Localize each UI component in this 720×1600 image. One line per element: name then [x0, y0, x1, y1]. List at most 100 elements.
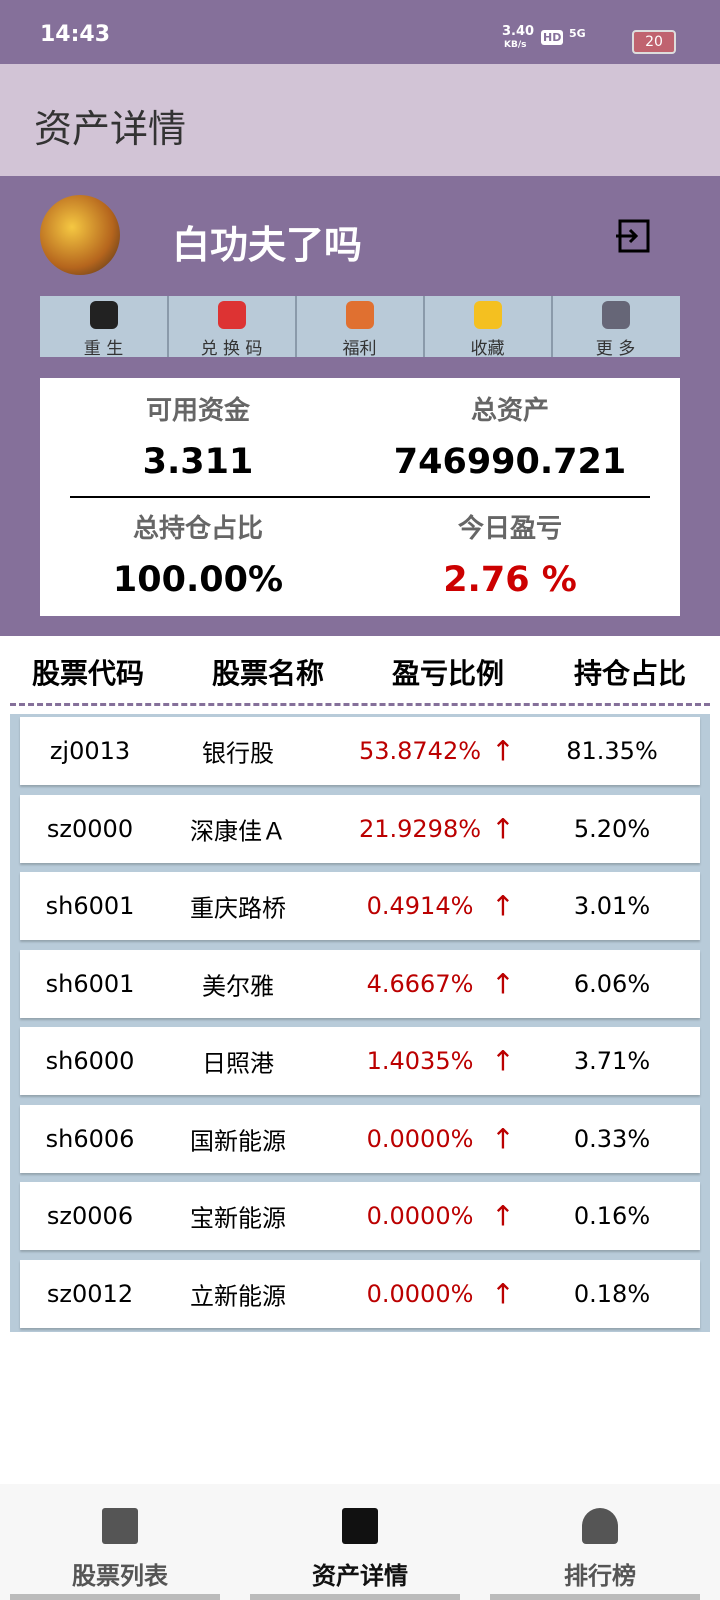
- menu-icon: [218, 301, 246, 329]
- time: 14:43: [40, 22, 111, 47]
- stat-label: 总持仓占比: [132, 514, 264, 544]
- trend-arrow: ↑: [491, 1199, 515, 1233]
- nav-item[interactable]: 股票列表: [10, 1484, 230, 1600]
- nav-icon: [582, 1508, 618, 1544]
- menu-item[interactable]: 重 生: [40, 296, 169, 359]
- nav-icon: [102, 1508, 138, 1544]
- holding-ratio: 0.18%: [573, 1279, 651, 1308]
- username: 白功夫了吗: [172, 223, 363, 267]
- menu-label: 福利: [342, 339, 377, 359]
- stat-label: 总资产: [470, 396, 550, 426]
- table-row[interactable]: sh6006 国新能源 0.0000% ↑ 0.33%: [20, 1104, 700, 1173]
- profit-ratio: 4.6667%: [366, 969, 474, 998]
- divider: [10, 703, 710, 706]
- stat-value: 3.311: [142, 442, 254, 482]
- stat-value: 746990.721: [393, 442, 627, 482]
- avatar: [40, 195, 120, 275]
- stock-name: 立新能源: [190, 1282, 286, 1310]
- nav-label: 股票列表: [72, 1562, 168, 1590]
- stock-code: sh6006: [45, 1124, 135, 1153]
- table-row[interactable]: sz0000 深康佳Ａ 21.9298% ↑ 5.20%: [20, 794, 700, 863]
- table-row[interactable]: sz0012 立新能源 0.0000% ↑ 0.18%: [20, 1259, 700, 1328]
- divider: [70, 496, 650, 498]
- table-row[interactable]: zj0013 银行股 53.8742% ↑ 81.35%: [20, 717, 700, 785]
- stat-label: 可用资金: [145, 396, 251, 426]
- stock-code: sz0000: [46, 814, 134, 843]
- stock-name: 国新能源: [190, 1127, 286, 1155]
- menu-icon: [346, 301, 374, 329]
- stock-code: sh6001: [45, 969, 135, 998]
- nav-label: 资产详情: [312, 1562, 408, 1590]
- table-row[interactable]: sh6001 重庆路桥 0.4914% ↑ 3.01%: [20, 872, 700, 940]
- stock-code: sh6000: [45, 1047, 135, 1075]
- menu-item[interactable]: 兑 换 码: [168, 296, 297, 359]
- holdings-table: zj0013 银行股 53.8742% ↑ 81.35% sz0000 深康佳Ａ 21.929…: [10, 714, 710, 1332]
- menu-item[interactable]: 福利: [296, 296, 425, 359]
- menu-icon: [602, 301, 630, 329]
- trend-arrow: ↑: [491, 1122, 515, 1155]
- profit-ratio: 53.8742%: [358, 737, 482, 765]
- holding-ratio: 0.33%: [573, 1124, 651, 1153]
- holding-ratio: 81.35%: [566, 737, 658, 765]
- menu-icon: [474, 301, 502, 329]
- nav-label: 排行榜: [564, 1562, 636, 1590]
- trend-arrow: ↑: [491, 734, 515, 768]
- nav-icon: [342, 1508, 378, 1544]
- holding-ratio: 3.01%: [573, 892, 651, 920]
- stock-name: 日照港: [202, 1049, 274, 1078]
- stat-value: 2.76 %: [443, 560, 577, 600]
- profit-ratio: 21.9298%: [358, 814, 482, 843]
- menu-item[interactable]: 收藏: [424, 296, 553, 359]
- holding-ratio: 3.71%: [573, 1047, 651, 1075]
- app-bar: 资产详情: [0, 64, 720, 176]
- stat-value: 100.00%: [112, 560, 284, 600]
- hd: HD: [541, 30, 564, 45]
- bottom-nav: 股票列表 资产详情 排行榜: [0, 1484, 720, 1600]
- stock-name: 宝新能源: [190, 1204, 286, 1233]
- profile-panel: 白功夫了吗 重 生 兑 换 码 福利 收藏 更 多 可用资金 3.311 总资产 746990…: [0, 176, 720, 636]
- stock-name: 深康佳Ａ: [190, 817, 286, 845]
- stock-code: sz0006: [46, 1202, 134, 1230]
- nav-indicator: [250, 1594, 460, 1600]
- stock-name: 银行股: [202, 739, 274, 768]
- menu-label: 收藏: [470, 339, 505, 359]
- trend-arrow: ↑: [491, 1044, 515, 1078]
- holding-ratio: 0.16%: [573, 1202, 651, 1230]
- stock-name: 美尔雅: [202, 972, 274, 1000]
- nav-item[interactable]: 资产详情: [250, 1484, 470, 1600]
- menu-label: 兑 换 码: [200, 339, 263, 359]
- column-header: 持仓占比: [573, 657, 687, 690]
- holding-ratio: 6.06%: [573, 969, 651, 998]
- speed-unit: KB/s: [504, 40, 527, 50]
- status-bar: 14:43 3.40 KB/s HD 5G 20: [0, 0, 720, 64]
- table-row[interactable]: sh6001 美尔雅 4.6667% ↑ 6.06%: [20, 949, 700, 1018]
- profit-ratio: 0.4914%: [366, 892, 474, 920]
- menu-label: 更 多: [595, 339, 636, 359]
- page-title: 资产详情: [34, 107, 187, 151]
- trend-arrow: ↑: [491, 812, 515, 845]
- column-header: 股票名称: [211, 657, 325, 690]
- stock-code: sh6001: [45, 892, 135, 920]
- stats-card: 可用资金 3.311 总资产 746990.721 总持仓占比 100.00% 今日盈亏 2.…: [40, 378, 680, 616]
- menu-label: 重 生: [83, 339, 124, 359]
- trend-arrow: ↑: [491, 967, 515, 1000]
- stock-name: 重庆路桥: [190, 894, 286, 923]
- menu-item[interactable]: 更 多: [552, 296, 679, 359]
- network: 5G: [569, 27, 586, 40]
- trend-arrow: ↑: [491, 889, 515, 923]
- stat-label: 今日盈亏: [457, 514, 563, 544]
- table-row[interactable]: sz0006 宝新能源 0.0000% ↑ 0.16%: [20, 1182, 700, 1250]
- profit-ratio: 0.0000%: [366, 1279, 474, 1308]
- table-row[interactable]: sh6000 日照港 1.4035% ↑ 3.71%: [20, 1027, 700, 1095]
- nav-indicator: [490, 1594, 700, 1600]
- profit-ratio: 0.0000%: [366, 1202, 474, 1230]
- logout-button[interactable]: [616, 218, 652, 254]
- menu-icon: [90, 301, 118, 329]
- nav-item[interactable]: 排行榜: [490, 1484, 710, 1600]
- holding-ratio: 5.20%: [573, 814, 651, 843]
- profit-ratio: 1.4035%: [366, 1047, 474, 1075]
- trend-arrow: ↑: [491, 1277, 515, 1310]
- nav-indicator: [10, 1594, 220, 1600]
- profit-ratio: 0.0000%: [366, 1124, 474, 1153]
